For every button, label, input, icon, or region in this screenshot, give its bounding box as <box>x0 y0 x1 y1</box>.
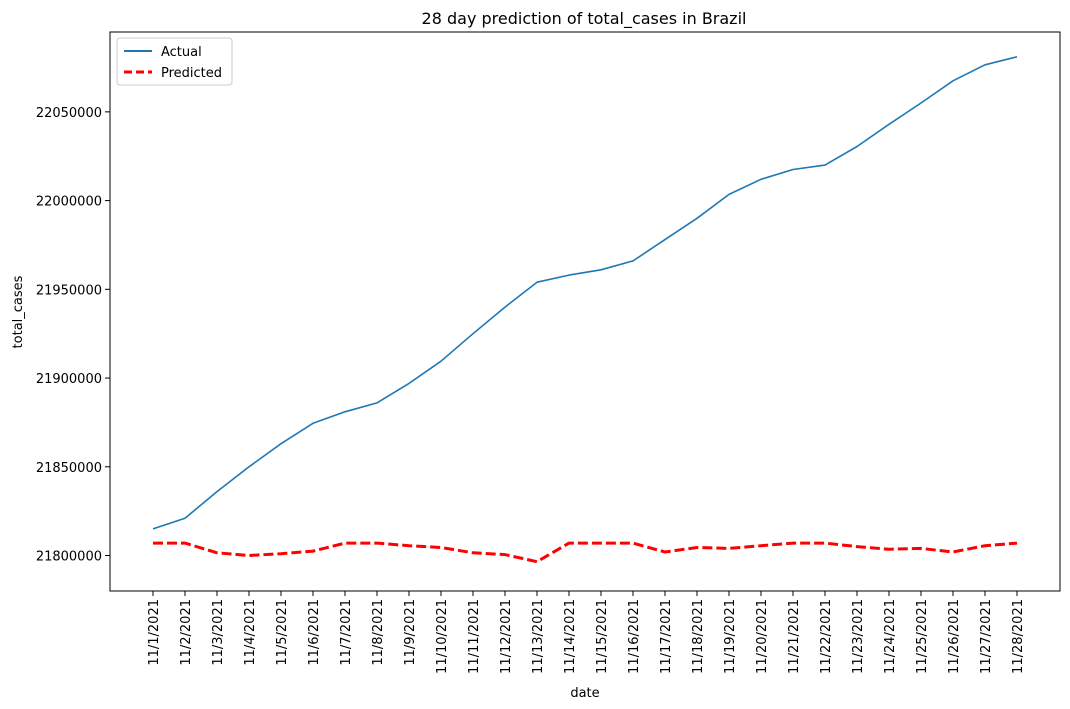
series-layer <box>152 56 1018 564</box>
x-axis: 11/1/2021 11/2/2021 11/3/2021 11/4/2021 11/5… <box>147 591 1026 674</box>
x-tick-label: 11/25/2021 <box>915 599 930 674</box>
x-tick-label: 11/7/2021 <box>339 599 354 666</box>
x-tick-label: 11/12/2021 <box>499 599 514 674</box>
x-tick-label: 11/5/2021 <box>275 599 290 666</box>
chart-title: 28 day prediction of total_cases in Braz… <box>422 9 747 29</box>
plot-area <box>109 31 1061 592</box>
legend: Actual Predicted <box>116 37 233 86</box>
y-tick-label: 21950000 <box>36 283 102 298</box>
x-tick-label: 11/26/2021 <box>947 599 962 674</box>
x-tick-label: 11/15/2021 <box>595 599 610 674</box>
x-tick-label: 11/3/2021 <box>211 599 226 666</box>
y-tick-label: 21900000 <box>36 372 102 387</box>
legend-label-actual: Actual <box>161 45 202 60</box>
x-tick-label: 11/16/2021 <box>627 599 642 674</box>
x-tick-label: 11/8/2021 <box>371 599 386 666</box>
x-tick-label: 11/21/2021 <box>787 599 802 674</box>
y-tick-label: 22050000 <box>36 106 102 121</box>
x-tick-label: 11/28/2021 <box>1011 599 1026 674</box>
legend-box <box>116 37 233 86</box>
x-tick-label: 11/27/2021 <box>979 599 994 674</box>
x-tick-label: 11/10/2021 <box>435 599 450 674</box>
x-tick-label: 11/24/2021 <box>883 599 898 674</box>
x-tick-label: 11/17/2021 <box>659 599 674 674</box>
x-tick-label: 11/19/2021 <box>723 599 738 674</box>
legend-label-predicted: Predicted <box>161 66 222 81</box>
x-tick-label: 11/23/2021 <box>851 599 866 674</box>
y-axis: 21800000 21850000 21900000 21950000 22000000… <box>36 106 110 565</box>
series-line-predicted <box>153 541 1018 564</box>
x-tick-label: 11/13/2021 <box>531 599 546 674</box>
x-tick-label: 11/2/2021 <box>179 599 194 666</box>
x-tick-label: 11/20/2021 <box>755 599 770 674</box>
x-tick-label: 11/14/2021 <box>563 599 578 674</box>
y-tick-label: 22000000 <box>36 195 102 210</box>
series-line-actual <box>152 56 1018 530</box>
y-tick-label: 21800000 <box>36 550 102 565</box>
x-tick-label: 11/6/2021 <box>307 599 322 666</box>
y-axis-label: total_cases <box>11 275 26 348</box>
x-axis-label: date <box>570 686 599 701</box>
x-tick-label: 11/4/2021 <box>243 599 258 666</box>
x-tick-label: 11/18/2021 <box>691 599 706 674</box>
x-tick-label: 11/11/2021 <box>467 599 482 674</box>
y-tick-label: 21850000 <box>36 461 102 476</box>
x-tick-label: 11/22/2021 <box>819 599 834 674</box>
x-tick-label: 11/9/2021 <box>403 599 418 666</box>
x-tick-label: 11/1/2021 <box>147 599 162 666</box>
